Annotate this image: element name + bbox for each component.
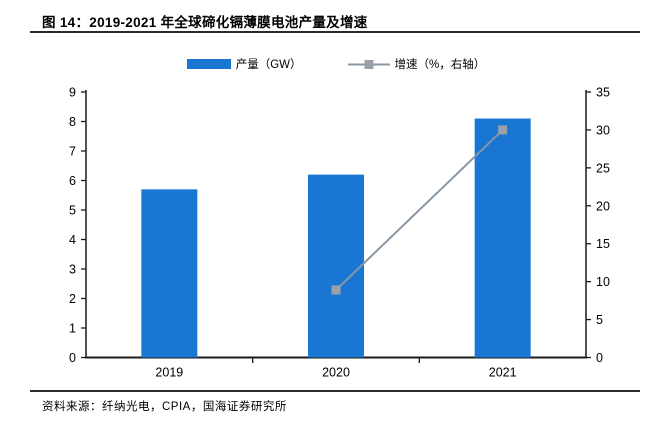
growth-marker-2021 xyxy=(498,125,508,135)
x-axis-category-label: 2021 xyxy=(489,366,517,380)
bar-2021 xyxy=(474,118,531,358)
legend-line-swatch-icon xyxy=(347,59,390,69)
right-axis-tick-label: 15 xyxy=(596,237,610,251)
legend-item-growth: 增速（%，右轴） xyxy=(347,56,486,72)
right-axis-tick-label: 10 xyxy=(596,275,610,289)
x-axis-category-label: 2020 xyxy=(322,366,350,380)
legend-item-production: 产量（GW） xyxy=(186,56,302,72)
left-axis-tick-label: 7 xyxy=(69,145,76,159)
left-axis-tick-label: 6 xyxy=(69,174,76,188)
growth-line xyxy=(335,129,504,291)
figure-title: 图 14：2019-2021 年全球碲化镉薄膜电池产量及增速 xyxy=(42,15,368,30)
left-axis-tick-label: 3 xyxy=(69,263,76,277)
bar-2019 xyxy=(141,189,198,358)
left-axis-tick-label: 8 xyxy=(69,115,76,129)
left-axis-tick-label: 2 xyxy=(69,292,76,306)
bar-2020 xyxy=(308,174,364,358)
right-axis-tick-label: 30 xyxy=(596,123,610,137)
growth-marker-2020 xyxy=(331,285,341,295)
right-axis-tick-label: 35 xyxy=(596,86,610,100)
source-text: 资料来源：纤纳光电，CPIA，国海证券研究所 xyxy=(42,401,287,413)
right-axis-tick-label: 20 xyxy=(596,199,610,213)
left-axis-tick-label: 4 xyxy=(69,233,76,247)
right-axis-tick-label: 5 xyxy=(596,313,603,327)
left-axis-tick-label: 9 xyxy=(69,86,76,100)
legend-label-production: 产量（GW） xyxy=(235,59,302,71)
right-axis-tick-label: 0 xyxy=(596,351,603,365)
right-axis-tick-label: 25 xyxy=(596,161,610,175)
left-axis-tick-label: 5 xyxy=(69,204,76,218)
x-axis-category-label: 2019 xyxy=(155,366,183,380)
legend-bar-swatch-icon xyxy=(186,59,231,69)
source-divider xyxy=(30,390,640,392)
title-divider xyxy=(30,31,640,33)
left-axis-tick-label: 0 xyxy=(69,351,76,365)
chart-legend: 产量（GW） 增速（%，右轴） xyxy=(86,55,586,73)
left-axis-tick-label: 1 xyxy=(69,322,76,336)
legend-label-growth: 增速（%，右轴） xyxy=(394,59,486,71)
